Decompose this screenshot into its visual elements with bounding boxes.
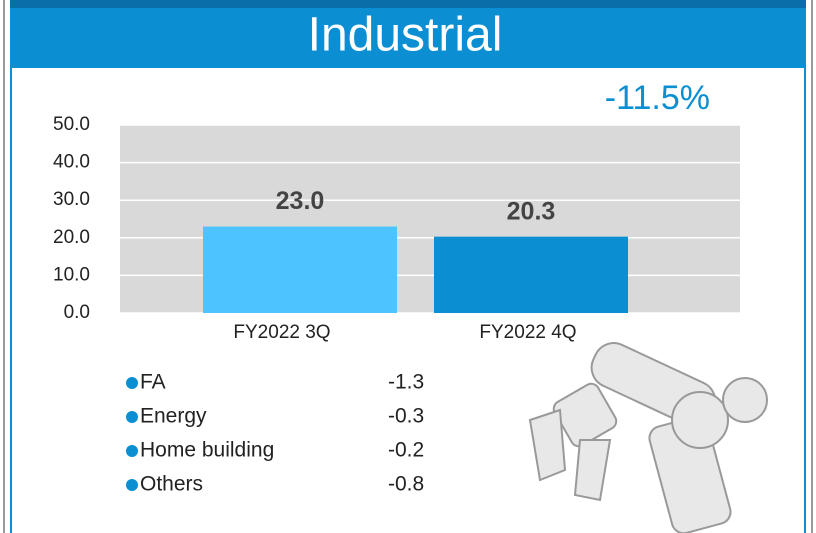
breakdown-value: -0.2 — [388, 439, 424, 462]
bullet — [126, 445, 138, 457]
annotation: -11.5% — [605, 79, 710, 117]
robot-image — [528, 342, 768, 533]
header-top — [10, 0, 806, 8]
bar — [434, 236, 628, 313]
bullet — [126, 377, 138, 389]
header-bar — [10, 0, 806, 68]
y-tick-label: 40.0 — [53, 152, 90, 173]
y-tick-label: 30.0 — [53, 189, 90, 210]
x-tick-label: FY2022 3Q — [233, 322, 330, 343]
value-label: 20.3 — [507, 197, 556, 225]
bullet — [126, 479, 138, 491]
y-tick-label: 50.0 — [53, 114, 90, 135]
value-label: 23.0 — [276, 187, 325, 215]
breakdown-name: Others — [140, 473, 203, 496]
y-tick-label: 20.0 — [53, 227, 90, 248]
chart-title: Industrial — [308, 9, 503, 62]
y-tick-label: 10.0 — [53, 264, 90, 285]
bar — [203, 226, 397, 313]
breakdown-value: -0.3 — [388, 405, 424, 428]
breakdown-name: FA — [140, 371, 166, 394]
x-tick-label: FY2022 4Q — [479, 322, 576, 343]
bullet — [126, 411, 138, 423]
breakdown-value: -1.3 — [388, 371, 424, 394]
y-tick-label: 0.0 — [64, 302, 90, 323]
breakdown-name: Home building — [140, 439, 274, 462]
breakdown-name: Energy — [140, 405, 207, 428]
breakdown-value: -0.8 — [388, 473, 424, 496]
